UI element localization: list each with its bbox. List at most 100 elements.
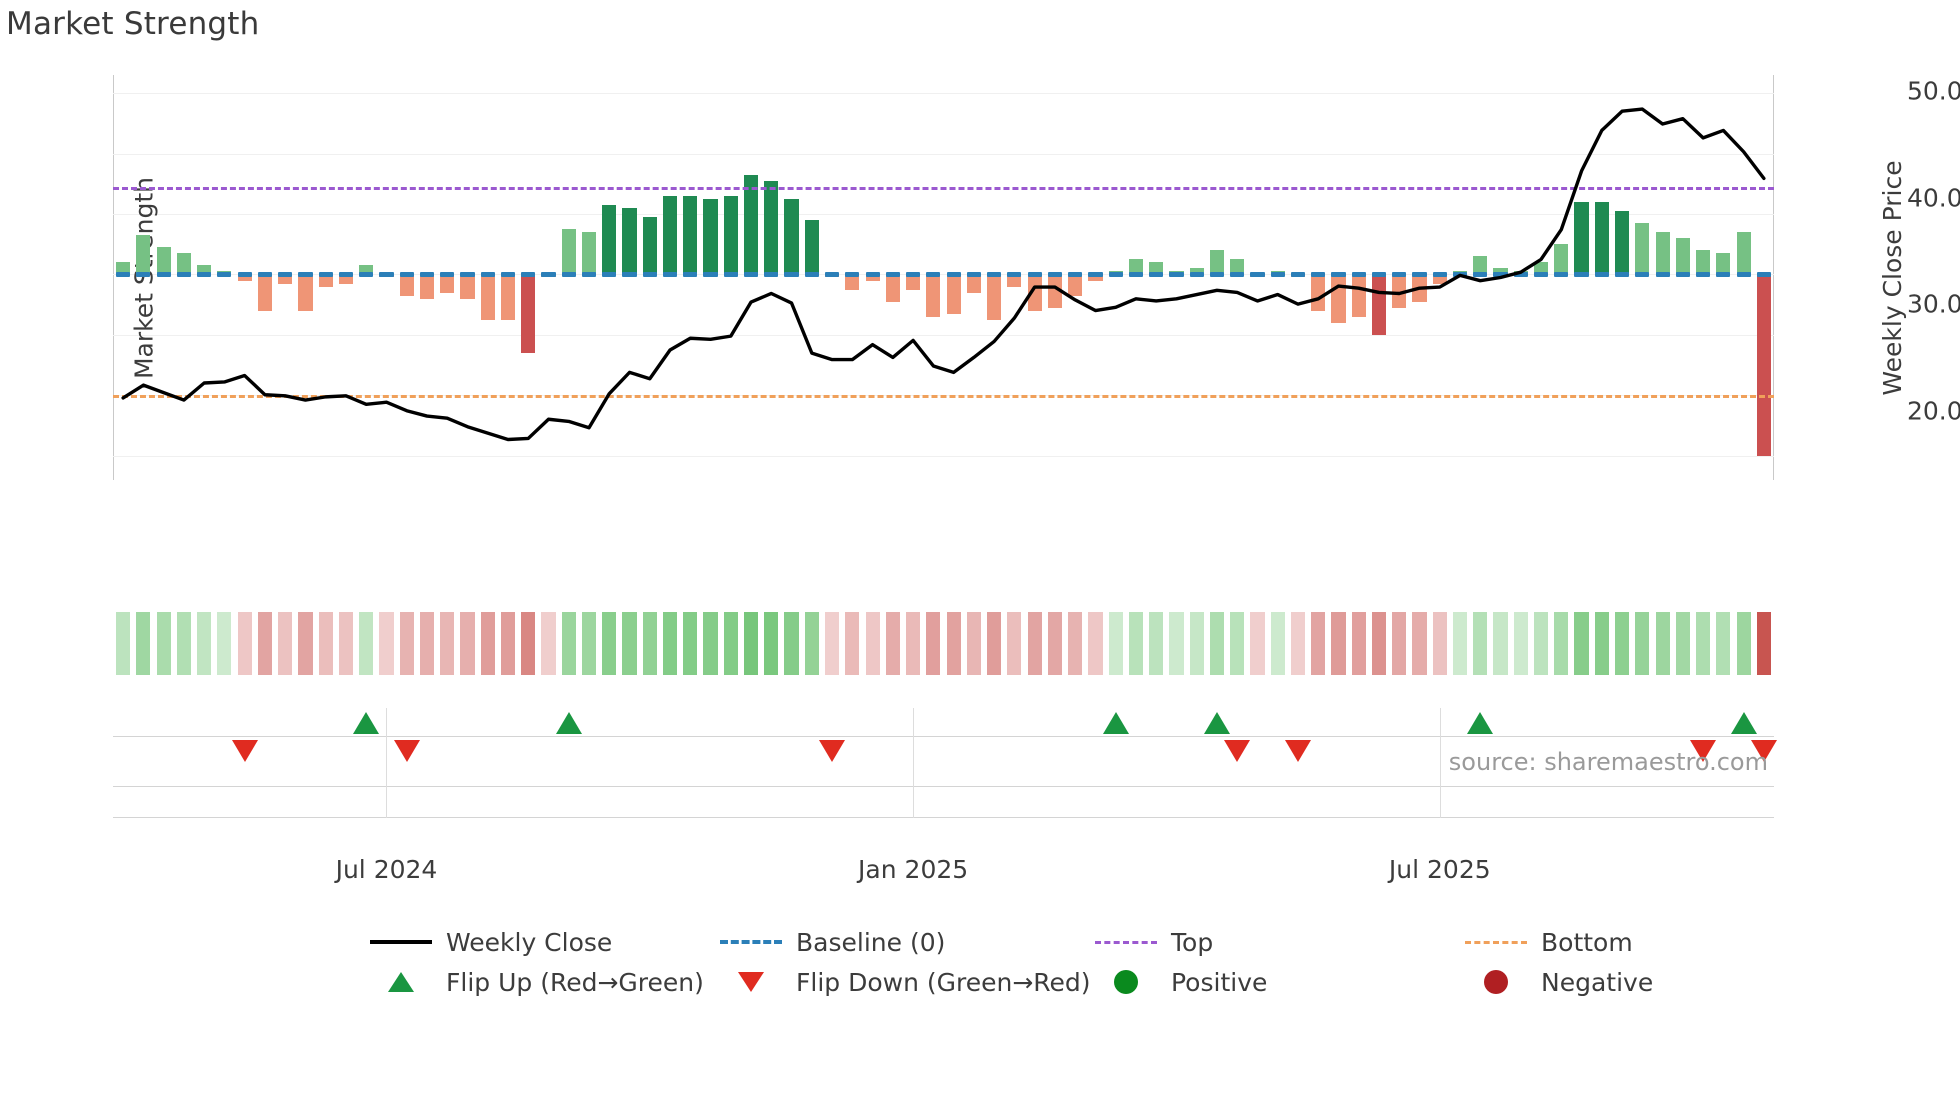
flip-marker-row[interactable]: source: sharemaestro.com: [113, 690, 1777, 818]
heatmap-cell[interactable]: [521, 612, 536, 675]
heatmap-cell[interactable]: [602, 612, 617, 675]
heatmap-cell[interactable]: [399, 612, 414, 675]
heatmap-cell[interactable]: [703, 612, 718, 675]
heatmap-cell[interactable]: [642, 612, 657, 675]
strength-bar[interactable]: [176, 253, 191, 275]
strength-bar[interactable]: [278, 274, 293, 284]
strength-bar[interactable]: [1149, 262, 1164, 275]
strength-bar[interactable]: [156, 247, 171, 275]
heatmap-cell[interactable]: [845, 612, 860, 675]
legend-item[interactable]: Top: [1095, 925, 1213, 959]
heatmap-cell[interactable]: [683, 612, 698, 675]
heatmap-cell[interactable]: [1047, 612, 1062, 675]
strength-bar[interactable]: [581, 232, 597, 275]
strength-bar[interactable]: [419, 274, 435, 299]
heatmap-cell[interactable]: [1068, 612, 1083, 675]
strength-bar[interactable]: [804, 220, 819, 275]
strength-bar[interactable]: [1189, 268, 1204, 275]
heatmap-cell[interactable]: [278, 612, 293, 675]
strength-bar[interactable]: [1392, 274, 1407, 308]
strength-bar[interactable]: [298, 274, 313, 311]
strength-bar[interactable]: [1554, 244, 1569, 275]
strength-bar[interactable]: [561, 229, 576, 275]
heatmap-cell[interactable]: [1128, 612, 1143, 675]
strength-bar[interactable]: [500, 274, 516, 320]
strength-bar[interactable]: [885, 274, 900, 302]
legend-item[interactable]: Weekly Close: [370, 925, 612, 959]
strength-bar[interactable]: [1635, 223, 1650, 275]
heatmap-cell[interactable]: [1027, 612, 1042, 675]
heatmap-cell[interactable]: [1189, 612, 1204, 675]
heatmap-cell[interactable]: [318, 612, 333, 675]
heatmap-cell[interactable]: [1655, 612, 1670, 675]
chart-legend[interactable]: Weekly Close Baseline (0) Top Bottom Flip Up…: [0, 925, 1960, 1035]
heatmap-cell[interactable]: [1149, 612, 1164, 675]
legend-item[interactable]: Baseline (0): [720, 925, 945, 959]
heatmap-cell[interactable]: [480, 612, 495, 675]
heatmap-cell[interactable]: [1209, 612, 1225, 675]
strength-bar[interactable]: [1716, 253, 1731, 275]
strength-bar[interactable]: [440, 274, 455, 293]
heatmap-cell[interactable]: [298, 612, 313, 675]
heatmap-cell[interactable]: [1371, 612, 1387, 675]
heatmap-cell[interactable]: [1007, 612, 1022, 675]
strength-bar[interactable]: [1736, 232, 1751, 275]
strength-bar[interactable]: [743, 174, 759, 275]
heatmap-cell[interactable]: [1716, 612, 1731, 675]
legend-item[interactable]: Positive: [1095, 965, 1267, 999]
heatmap-cell[interactable]: [1351, 612, 1366, 675]
heatmap-cell[interactable]: [784, 612, 799, 675]
strength-bar[interactable]: [662, 195, 678, 275]
strength-bar[interactable]: [1209, 250, 1225, 275]
strength-bar[interactable]: [136, 235, 151, 275]
strength-bar[interactable]: [1756, 274, 1771, 456]
heatmap-cell[interactable]: [1270, 612, 1285, 675]
heatmap-cell[interactable]: [1432, 612, 1447, 675]
strength-bar[interactable]: [359, 265, 374, 275]
strength-bar[interactable]: [1311, 274, 1326, 311]
legend-item[interactable]: Flip Up (Red→Green): [370, 965, 704, 999]
strength-bar[interactable]: [845, 274, 860, 290]
legend-item[interactable]: Negative: [1465, 965, 1653, 999]
heatmap-cell[interactable]: [723, 612, 738, 675]
heatmap-cell[interactable]: [1230, 612, 1245, 675]
strength-bar[interactable]: [926, 274, 941, 317]
strength-bar[interactable]: [1696, 250, 1711, 275]
flip-down-marker[interactable]: [231, 740, 258, 762]
heatmap-cell[interactable]: [440, 612, 455, 675]
heatmap-cell[interactable]: [359, 612, 374, 675]
heatmap-cell[interactable]: [926, 612, 941, 675]
strength-bar[interactable]: [703, 198, 718, 275]
heatmap-cell[interactable]: [1088, 612, 1103, 675]
flip-down-marker[interactable]: [1224, 740, 1251, 762]
heatmap-cell[interactable]: [1290, 612, 1306, 675]
heatmap-cell[interactable]: [906, 612, 921, 675]
strength-bar[interactable]: [723, 195, 738, 275]
heatmap-cell[interactable]: [217, 612, 232, 675]
flip-up-marker[interactable]: [1467, 712, 1494, 734]
flip-up-marker[interactable]: [1203, 712, 1230, 734]
heatmap-cell[interactable]: [1614, 612, 1630, 675]
strength-bar[interactable]: [683, 195, 698, 275]
heatmap-cell[interactable]: [1452, 612, 1468, 675]
heatmap-cell[interactable]: [1250, 612, 1265, 675]
strength-bar[interactable]: [622, 207, 637, 275]
heatmap-cell[interactable]: [1696, 612, 1711, 675]
strength-bar[interactable]: [1351, 274, 1366, 317]
strength-bar[interactable]: [480, 274, 495, 320]
heatmap-cell[interactable]: [865, 612, 880, 675]
heatmap-cell[interactable]: [1493, 612, 1508, 675]
strength-bar[interactable]: [966, 274, 981, 293]
strength-bar[interactable]: [1675, 238, 1690, 275]
heatmap-cell[interactable]: [1635, 612, 1650, 675]
strength-bar[interactable]: [460, 274, 475, 299]
strength-bar[interactable]: [1088, 274, 1103, 281]
strength-bar[interactable]: [237, 274, 252, 281]
strength-bar[interactable]: [906, 274, 921, 290]
strength-bar[interactable]: [399, 274, 414, 296]
heatmap-cell[interactable]: [1574, 612, 1589, 675]
strength-bar[interactable]: [1432, 274, 1447, 284]
strength-bar[interactable]: [1230, 259, 1245, 275]
flip-down-marker[interactable]: [819, 740, 846, 762]
heatmap-cell[interactable]: [825, 612, 840, 675]
